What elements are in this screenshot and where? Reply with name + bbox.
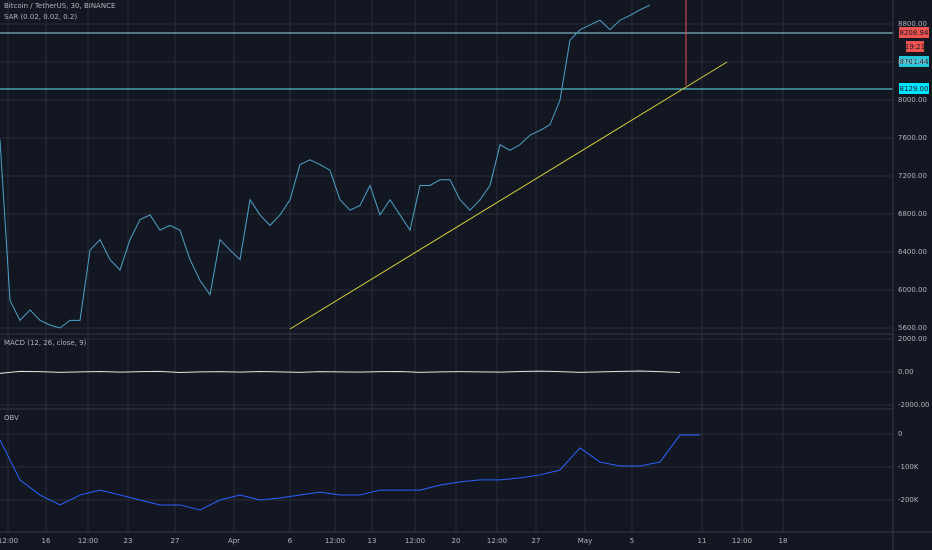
indicator-title: SAR (0.02, 0.02, 0.2): [4, 13, 77, 21]
y-tick-label: 6000.00: [898, 286, 927, 294]
y-tick-label: 5600.00: [898, 324, 927, 332]
trend-line: [289, 61, 728, 330]
y-tick-label: 6400.00: [898, 248, 927, 256]
x-tick-label: 12:00: [405, 537, 425, 545]
x-tick-label: 12:00: [487, 537, 507, 545]
y-tick-label: 7600.00: [898, 134, 927, 142]
indicator-title: OBV: [4, 414, 19, 422]
x-tick-label: May: [578, 537, 592, 545]
x-tick-label: 12:00: [325, 537, 345, 545]
y-tick-label: 0: [898, 430, 902, 438]
x-tick-label: 27: [171, 537, 180, 545]
x-tick-label: 23: [124, 537, 133, 545]
price-label-box: [899, 83, 929, 94]
countdown-label: 19:21: [905, 43, 925, 51]
price-label-box: [906, 41, 924, 52]
price-label: 8129.00: [900, 85, 929, 93]
x-tick-label: 18: [779, 537, 788, 545]
price-label-box: [899, 27, 929, 38]
price-label: 8208.94: [900, 29, 929, 37]
x-tick-label: 6: [288, 537, 293, 545]
x-tick-label: 12:00: [78, 537, 98, 545]
y-tick-label: -100K: [898, 463, 919, 471]
y-tick-label: 8800.00: [898, 20, 927, 28]
x-tick-label: Apr: [228, 537, 240, 545]
x-tick-label: 27: [532, 537, 541, 545]
y-tick-label: -2000.00: [898, 401, 929, 409]
x-tick-label: 20: [452, 537, 461, 545]
price-label: 8701.44: [900, 58, 929, 66]
y-tick-label: -200K: [898, 496, 919, 504]
x-tick-label: 16: [42, 537, 51, 545]
y-tick-label: 8000.00: [898, 96, 927, 104]
y-tick-label: 6800.00: [898, 210, 927, 218]
series-line: [0, 434, 700, 511]
y-tick-label: 8400.00: [898, 58, 927, 66]
y-tick-label: 0.00: [898, 368, 914, 376]
x-tick-label: 12:00: [0, 537, 18, 545]
y-tick-label: 2000.00: [898, 335, 927, 343]
y-tick-label: 7200.00: [898, 172, 927, 180]
indicator-title: MACD (12, 26, close, 9): [4, 339, 87, 347]
chart-title: Bitcoin / TetherUS, 30, BINANCE: [4, 2, 115, 10]
price-label-box: [899, 56, 929, 67]
series-line: [0, 4, 651, 329]
x-tick-label: 5: [630, 537, 634, 545]
x-tick-label: 12:00: [732, 537, 752, 545]
x-tick-label: 13: [368, 537, 377, 545]
x-tick-label: 11: [698, 537, 707, 545]
series-line: [0, 370, 681, 374]
